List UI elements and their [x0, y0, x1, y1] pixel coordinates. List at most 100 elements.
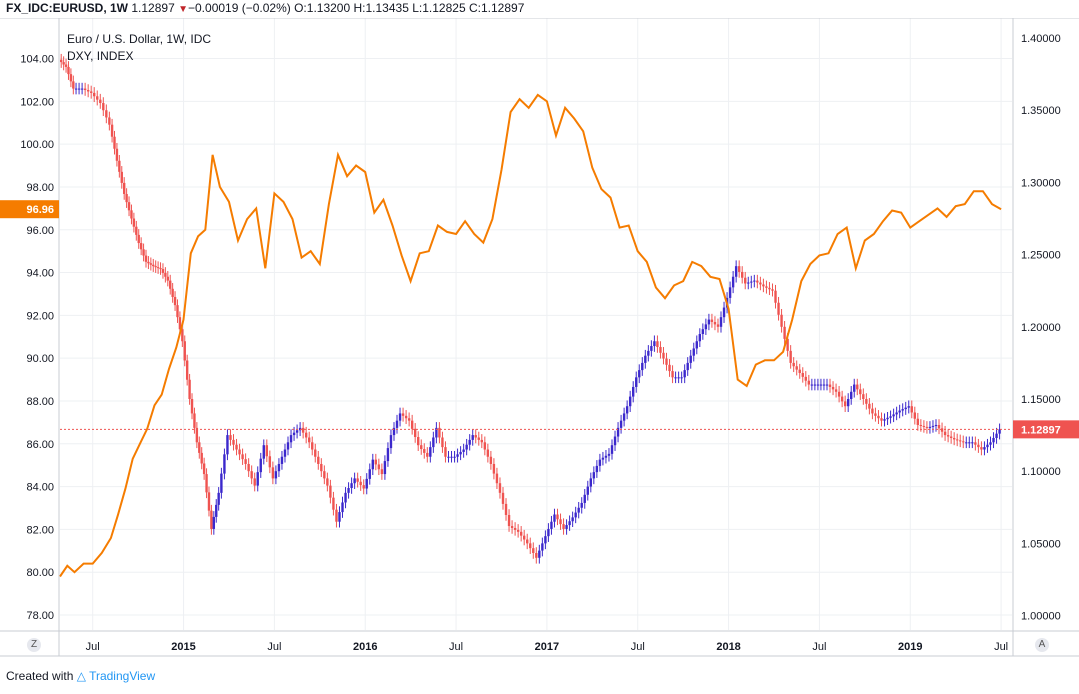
candle-body — [323, 471, 326, 479]
candle-body — [519, 531, 523, 536]
candle-body — [913, 412, 917, 419]
tradingview-brand[interactable]: TradingView — [89, 669, 156, 683]
candle-body — [410, 420, 414, 429]
candle-body — [522, 535, 526, 540]
candle-body — [747, 282, 750, 284]
candle-body — [173, 296, 177, 306]
candle-body — [895, 412, 898, 415]
candle-body — [516, 529, 520, 532]
candle-body — [789, 350, 792, 363]
candle-body — [368, 469, 371, 479]
candle-body — [332, 497, 335, 510]
close-value: 1.12897 — [480, 1, 525, 15]
candle-body — [166, 276, 169, 281]
candle-body — [907, 406, 910, 408]
candle-body — [792, 362, 795, 367]
time-tick-label: 2016 — [353, 641, 377, 653]
candle-body — [719, 317, 723, 327]
candle-body — [589, 478, 593, 487]
candle-body — [798, 369, 801, 374]
auto-scale-button[interactable]: A — [1035, 638, 1049, 652]
candle-body — [495, 473, 499, 484]
dxy-last-badge — [0, 200, 59, 219]
candle-body — [934, 424, 938, 426]
candle-body — [547, 528, 550, 537]
candle-body — [486, 449, 490, 457]
candle-body — [200, 452, 203, 464]
candle-body — [176, 305, 179, 318]
zoom-reset-button[interactable]: Z — [27, 638, 41, 652]
candle-body — [344, 492, 347, 503]
right-tick-label: 1.20000 — [1021, 322, 1061, 334]
candle-body — [398, 413, 402, 421]
time-axis[interactable]: Jul 2015 Jul 2016 Jul 2017 Jul 2018 Jul 2019 Jul — [86, 641, 1008, 653]
candle-body — [238, 449, 241, 455]
eur-last-value: 1.12897 — [1021, 424, 1061, 436]
candle-body — [631, 386, 635, 397]
time-tick-label: Jul — [631, 641, 645, 653]
candle-body — [156, 267, 160, 269]
candle-body — [353, 478, 356, 484]
candle-body — [850, 391, 853, 399]
candle-body — [628, 396, 632, 407]
candle-body — [462, 449, 465, 452]
candle-body — [404, 415, 408, 419]
candle-body — [477, 437, 480, 440]
candle-body — [737, 266, 741, 272]
candle-body — [72, 81, 75, 89]
candle-body — [178, 317, 182, 330]
candle-body — [474, 435, 477, 438]
candle-body — [350, 483, 353, 489]
candle-body — [910, 406, 913, 413]
candle-body — [453, 456, 456, 458]
candle-body — [217, 492, 220, 505]
right-tick-label: 1.25000 — [1021, 250, 1061, 262]
candle-body — [122, 182, 126, 194]
candle-body — [235, 444, 238, 450]
candle-body — [949, 436, 953, 438]
right-tick-label: 1.05000 — [1021, 538, 1061, 550]
candle-body — [295, 430, 299, 433]
candle-body — [689, 355, 692, 363]
left-axis[interactable]: 78.00 80.00 82.00 84.00 86.00 88.00 90.00 92.00… — [20, 54, 54, 622]
candle-body — [223, 454, 226, 474]
left-tick-label: 80.00 — [26, 567, 54, 579]
candle-body — [965, 442, 968, 444]
candle-body — [262, 445, 265, 459]
candle-body — [292, 432, 296, 436]
left-tick-label: 90.00 — [26, 353, 54, 365]
candle-body — [220, 473, 223, 493]
chart-canvas[interactable]: 78.00 80.00 82.00 84.00 86.00 88.00 90.00 92.00… — [0, 18, 1079, 658]
candle-body — [946, 435, 950, 437]
candle-body — [871, 408, 874, 414]
candle-body — [728, 287, 732, 298]
candle-body — [538, 550, 541, 558]
candle-body — [813, 384, 817, 386]
candle-body — [110, 124, 114, 137]
candle-body — [202, 463, 206, 475]
candle-body — [937, 424, 941, 429]
candle-body — [562, 524, 565, 529]
right-axis[interactable]: 1.00000 1.05000 1.10000 1.15000 1.20000 1.250… — [1021, 33, 1061, 623]
candle-body — [577, 507, 580, 513]
candle-body — [80, 88, 84, 90]
candle-body — [118, 160, 121, 172]
candle-body — [804, 376, 807, 381]
candle-body — [341, 502, 344, 513]
tradingview-logo-icon[interactable]: △ — [76, 669, 86, 683]
candle-body — [819, 384, 823, 386]
candle-body — [188, 379, 191, 399]
candle-body — [707, 319, 711, 325]
left-tick-label: 102.00 — [20, 96, 54, 108]
candle-body — [710, 319, 714, 322]
candle-body — [215, 504, 218, 517]
candle-body — [395, 420, 399, 428]
candle-body — [338, 512, 341, 522]
eurusd-candles — [60, 53, 1001, 564]
candle-body — [837, 391, 841, 397]
candle-body — [147, 261, 150, 264]
candle-body — [60, 59, 63, 63]
candle-body — [777, 302, 780, 315]
candle-body — [922, 425, 926, 427]
candle-body — [853, 384, 856, 392]
